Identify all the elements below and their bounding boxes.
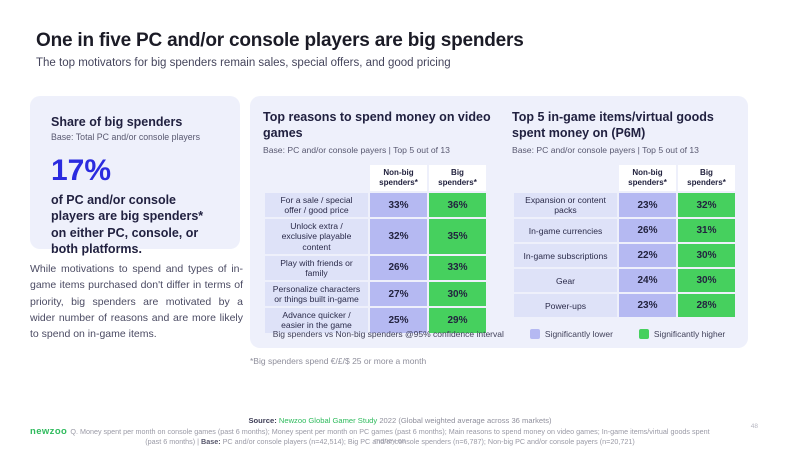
big-value: 29% — [429, 308, 486, 333]
comparison-panel: Top reasons to spend money on video game… — [250, 96, 748, 348]
big-value: 33% — [429, 255, 486, 280]
significance-legend: Big spenders vs Non-big spenders @95% co… — [250, 329, 748, 339]
source-label: Source: — [248, 416, 277, 425]
table-row: For a sale / special offer / good price … — [265, 193, 486, 218]
row-label: In-game subscriptions — [514, 244, 617, 268]
reasons-base-note: Base: PC and/or console payers | Top 5 o… — [263, 145, 450, 155]
table-row: In-game currencies 26% 31% — [514, 219, 735, 243]
question-footnote-pre: (past 6 months) | — [145, 437, 202, 446]
big-spenders-share-value: 17% — [51, 154, 112, 187]
big-value: 35% — [429, 219, 486, 254]
row-label: Expansion or content packs — [514, 193, 617, 218]
legend-note: Big spenders vs Non-big spenders @95% co… — [272, 329, 504, 339]
big-value: 28% — [678, 294, 735, 318]
big-spenders-header: Big spenders* — [429, 165, 486, 191]
items-base-note: Base: PC and/or console payers | Top 5 o… — [512, 145, 699, 155]
non-big-value: 25% — [370, 308, 427, 333]
significantly-lower-label: Significantly lower — [544, 329, 613, 339]
significantly-higher-label: Significantly higher — [653, 329, 726, 339]
table-row: Play with friends or family 26% 33% — [265, 255, 486, 280]
table-row: Expansion or content packs 23% 32% — [514, 193, 735, 218]
table-row: Personalize characters or things built i… — [265, 281, 486, 307]
big-value: 36% — [429, 193, 486, 218]
row-label: Gear — [514, 269, 617, 293]
items-title: Top 5 in-game items/virtual goods spent … — [512, 110, 714, 140]
non-big-value: 23% — [619, 193, 676, 218]
page-subtitle: The top motivators for big spenders rema… — [36, 57, 451, 69]
non-big-value: 26% — [370, 255, 427, 280]
table-row: Unlock extra / exclusive playable conten… — [265, 219, 486, 254]
share-of-big-spenders-card: Share of big spenders Base: Total PC and… — [30, 96, 240, 256]
page-number: 48 — [750, 423, 758, 430]
reasons-section: Top reasons to spend money on video game… — [263, 109, 491, 335]
items-table: Non-big spenders* Big spenders* Expansio… — [512, 163, 737, 319]
non-big-value: 24% — [619, 269, 676, 293]
row-label: Advance quicker / easier in the game — [265, 308, 368, 333]
significantly-higher-swatch-icon — [638, 329, 649, 339]
non-big-value: 27% — [370, 281, 427, 307]
corner-cell — [265, 165, 368, 191]
source-rest: 2022 (Global weighted average across 36 … — [379, 416, 552, 425]
source-link[interactable]: Newzoo Global Gamer Study — [278, 416, 378, 425]
newzoo-logo: newzoo — [30, 426, 68, 437]
non-big-value: 23% — [619, 294, 676, 318]
table-header-row: Non-big spenders* Big spenders* — [265, 165, 486, 191]
row-label: Unlock extra / exclusive playable conten… — [265, 219, 368, 254]
non-big-value: 33% — [370, 193, 427, 218]
row-label: Play with friends or family — [265, 255, 368, 280]
reasons-table: Non-big spenders* Big spenders* For a sa… — [263, 163, 488, 335]
non-big-value: 32% — [370, 219, 427, 254]
base-detail: PC and/or console players (n=42,514); Bi… — [222, 437, 635, 446]
table-row: Advance quicker / easier in the game 25%… — [265, 308, 486, 333]
table-row: Power-ups 23% 28% — [514, 294, 735, 318]
page-title: One in five PC and/or console players ar… — [36, 30, 524, 51]
items-section: Top 5 in-game items/virtual goods spent … — [512, 109, 740, 319]
row-label: For a sale / special offer / good price — [265, 193, 368, 218]
big-value: 30% — [678, 269, 735, 293]
table-row: Gear 24% 30% — [514, 269, 735, 293]
question-footnote-line1: Q. Money spent per month on console game… — [70, 427, 710, 446]
non-big-value: 22% — [619, 244, 676, 268]
big-value: 32% — [678, 193, 735, 218]
question-footnote-line2: (past 6 months) | Base: PC and/or consol… — [60, 437, 720, 446]
source-line: Source: Newzoo Global Gamer Study 2022 (… — [0, 416, 800, 425]
commentary-text: While motivations to spend and types of … — [30, 263, 243, 341]
big-spenders-header: Big spenders* — [678, 165, 735, 191]
reasons-title: Top reasons to spend money on video game… — [263, 110, 491, 140]
big-value: 30% — [678, 244, 735, 268]
stat-card-description: of PC and/or console players are big spe… — [51, 193, 204, 256]
row-label: Power-ups — [514, 294, 617, 318]
big-spender-definition-footnote: *Big spenders spend €/£/$ 25 or more a m… — [250, 356, 427, 366]
stat-card-base-note: Base: Total PC and/or console players — [51, 132, 200, 142]
table-header-row: Non-big spenders* Big spenders* — [514, 165, 735, 191]
non-big-spenders-header: Non-big spenders* — [370, 165, 427, 191]
row-label: Personalize characters or things built i… — [265, 281, 368, 307]
stat-card-title: Share of big spenders — [51, 115, 183, 129]
non-big-spenders-header: Non-big spenders* — [619, 165, 676, 191]
non-big-value: 26% — [619, 219, 676, 243]
row-label: In-game currencies — [514, 219, 617, 243]
corner-cell — [514, 165, 617, 191]
big-value: 31% — [678, 219, 735, 243]
base-label: Base: — [201, 437, 221, 446]
big-value: 30% — [429, 281, 486, 307]
table-row: In-game subscriptions 22% 30% — [514, 244, 735, 268]
significantly-lower-swatch-icon — [529, 329, 540, 339]
